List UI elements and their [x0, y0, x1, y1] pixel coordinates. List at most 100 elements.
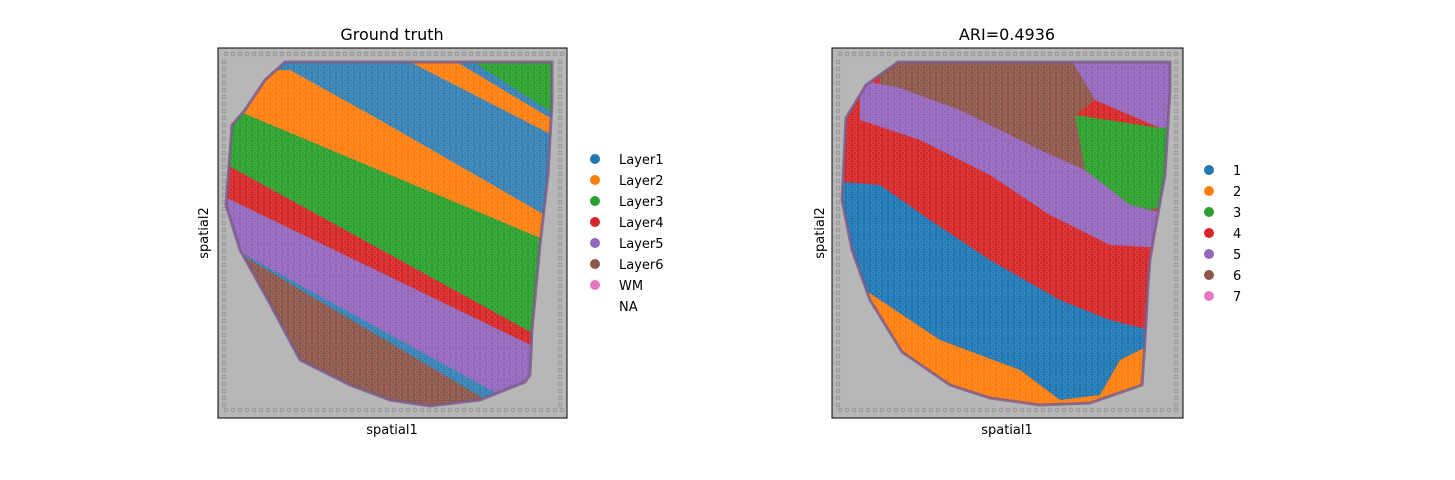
background-spot [221, 353, 227, 359]
legend-marker [1204, 165, 1214, 175]
background-spot [552, 51, 558, 57]
background-spot [1173, 185, 1179, 191]
background-spot [398, 407, 404, 413]
background-spot [835, 262, 841, 268]
background-spot [557, 213, 563, 219]
background-spot [835, 66, 841, 72]
background-spot [314, 51, 320, 57]
background-spot [433, 51, 439, 57]
background-spot [468, 51, 474, 57]
background-spot [1131, 51, 1137, 57]
background-spot [1173, 402, 1179, 408]
background-spot [907, 51, 913, 57]
background-spot [314, 407, 320, 413]
background-spot [557, 108, 563, 114]
background-spot [1089, 51, 1095, 57]
background-spot [265, 407, 271, 413]
background-spot [221, 87, 227, 93]
background-spot [907, 407, 913, 413]
background-spot [1173, 346, 1179, 352]
legend-marker [590, 175, 600, 185]
background-spot [1173, 374, 1179, 380]
background-spot [835, 283, 841, 289]
background-spot [251, 51, 257, 57]
legend-label: 5 [1233, 248, 1241, 263]
background-spot [1173, 269, 1179, 275]
legend-label: 1 [1233, 164, 1241, 179]
background-spot [886, 51, 892, 57]
background-spot [221, 332, 227, 338]
background-spot [221, 255, 227, 261]
background-spot [1173, 407, 1179, 413]
background-spot [370, 51, 376, 57]
background-spot [851, 51, 857, 57]
background-spot [1173, 367, 1179, 373]
background-spot [1110, 51, 1116, 57]
background-spot [1173, 51, 1179, 57]
background-spot [221, 381, 227, 387]
background-spots [221, 51, 565, 413]
chart-title: ARI=0.4936 [959, 25, 1055, 44]
background-spot [221, 395, 227, 401]
background-spot [221, 283, 227, 289]
background-spot [221, 262, 227, 268]
background-spot [835, 234, 841, 240]
background-spot [963, 407, 969, 413]
legend-label: WM [619, 279, 643, 294]
legend-marker [1204, 249, 1214, 259]
legend-marker [1204, 207, 1214, 217]
background-spot [557, 290, 563, 296]
background-spot [557, 66, 563, 72]
background-spot [900, 407, 906, 413]
legend-label: Layer5 [619, 237, 664, 252]
background-spot [970, 51, 976, 57]
background-spot [1082, 407, 1088, 413]
background-spot [865, 51, 871, 57]
background-spot [342, 51, 348, 57]
background-spot [557, 360, 563, 366]
background-spot [921, 407, 927, 413]
background-spot [835, 395, 841, 401]
background-spot [349, 51, 355, 57]
background-spot [557, 171, 563, 177]
background-spot [384, 51, 390, 57]
background-spot [412, 407, 418, 413]
background-spot [1026, 407, 1032, 413]
background-spot [1173, 178, 1179, 184]
x-axis-label: spatial1 [981, 423, 1033, 438]
background-spot [893, 407, 899, 413]
background-spot [879, 51, 885, 57]
background-spot [844, 51, 850, 57]
background-spot [557, 115, 563, 121]
background-spot [405, 407, 411, 413]
background-spot [835, 87, 841, 93]
background-spot [447, 51, 453, 57]
background-spot [557, 94, 563, 100]
background-spot [865, 407, 871, 413]
legend-marker [590, 238, 600, 248]
background-spot [858, 407, 864, 413]
background-spot [835, 269, 841, 275]
background-spot [221, 248, 227, 254]
background-spot [1173, 220, 1179, 226]
background-spot [1173, 262, 1179, 268]
background-spot [1173, 290, 1179, 296]
background-spot [1173, 255, 1179, 261]
background-spot [221, 73, 227, 79]
background-spot [557, 59, 563, 65]
legend-label: Layer1 [619, 153, 664, 168]
background-spot [835, 402, 841, 408]
background-spot [307, 51, 313, 57]
background-spot [377, 407, 383, 413]
background-spot [335, 51, 341, 57]
background-spot [835, 136, 841, 142]
background-spot [1117, 407, 1123, 413]
background-spot [835, 213, 841, 219]
background-spot [221, 115, 227, 121]
background-spot [300, 407, 306, 413]
background-spot [835, 304, 841, 310]
background-spot [1166, 407, 1172, 413]
background-spot [221, 227, 227, 233]
background-spot [1005, 51, 1011, 57]
background-spot [524, 407, 530, 413]
